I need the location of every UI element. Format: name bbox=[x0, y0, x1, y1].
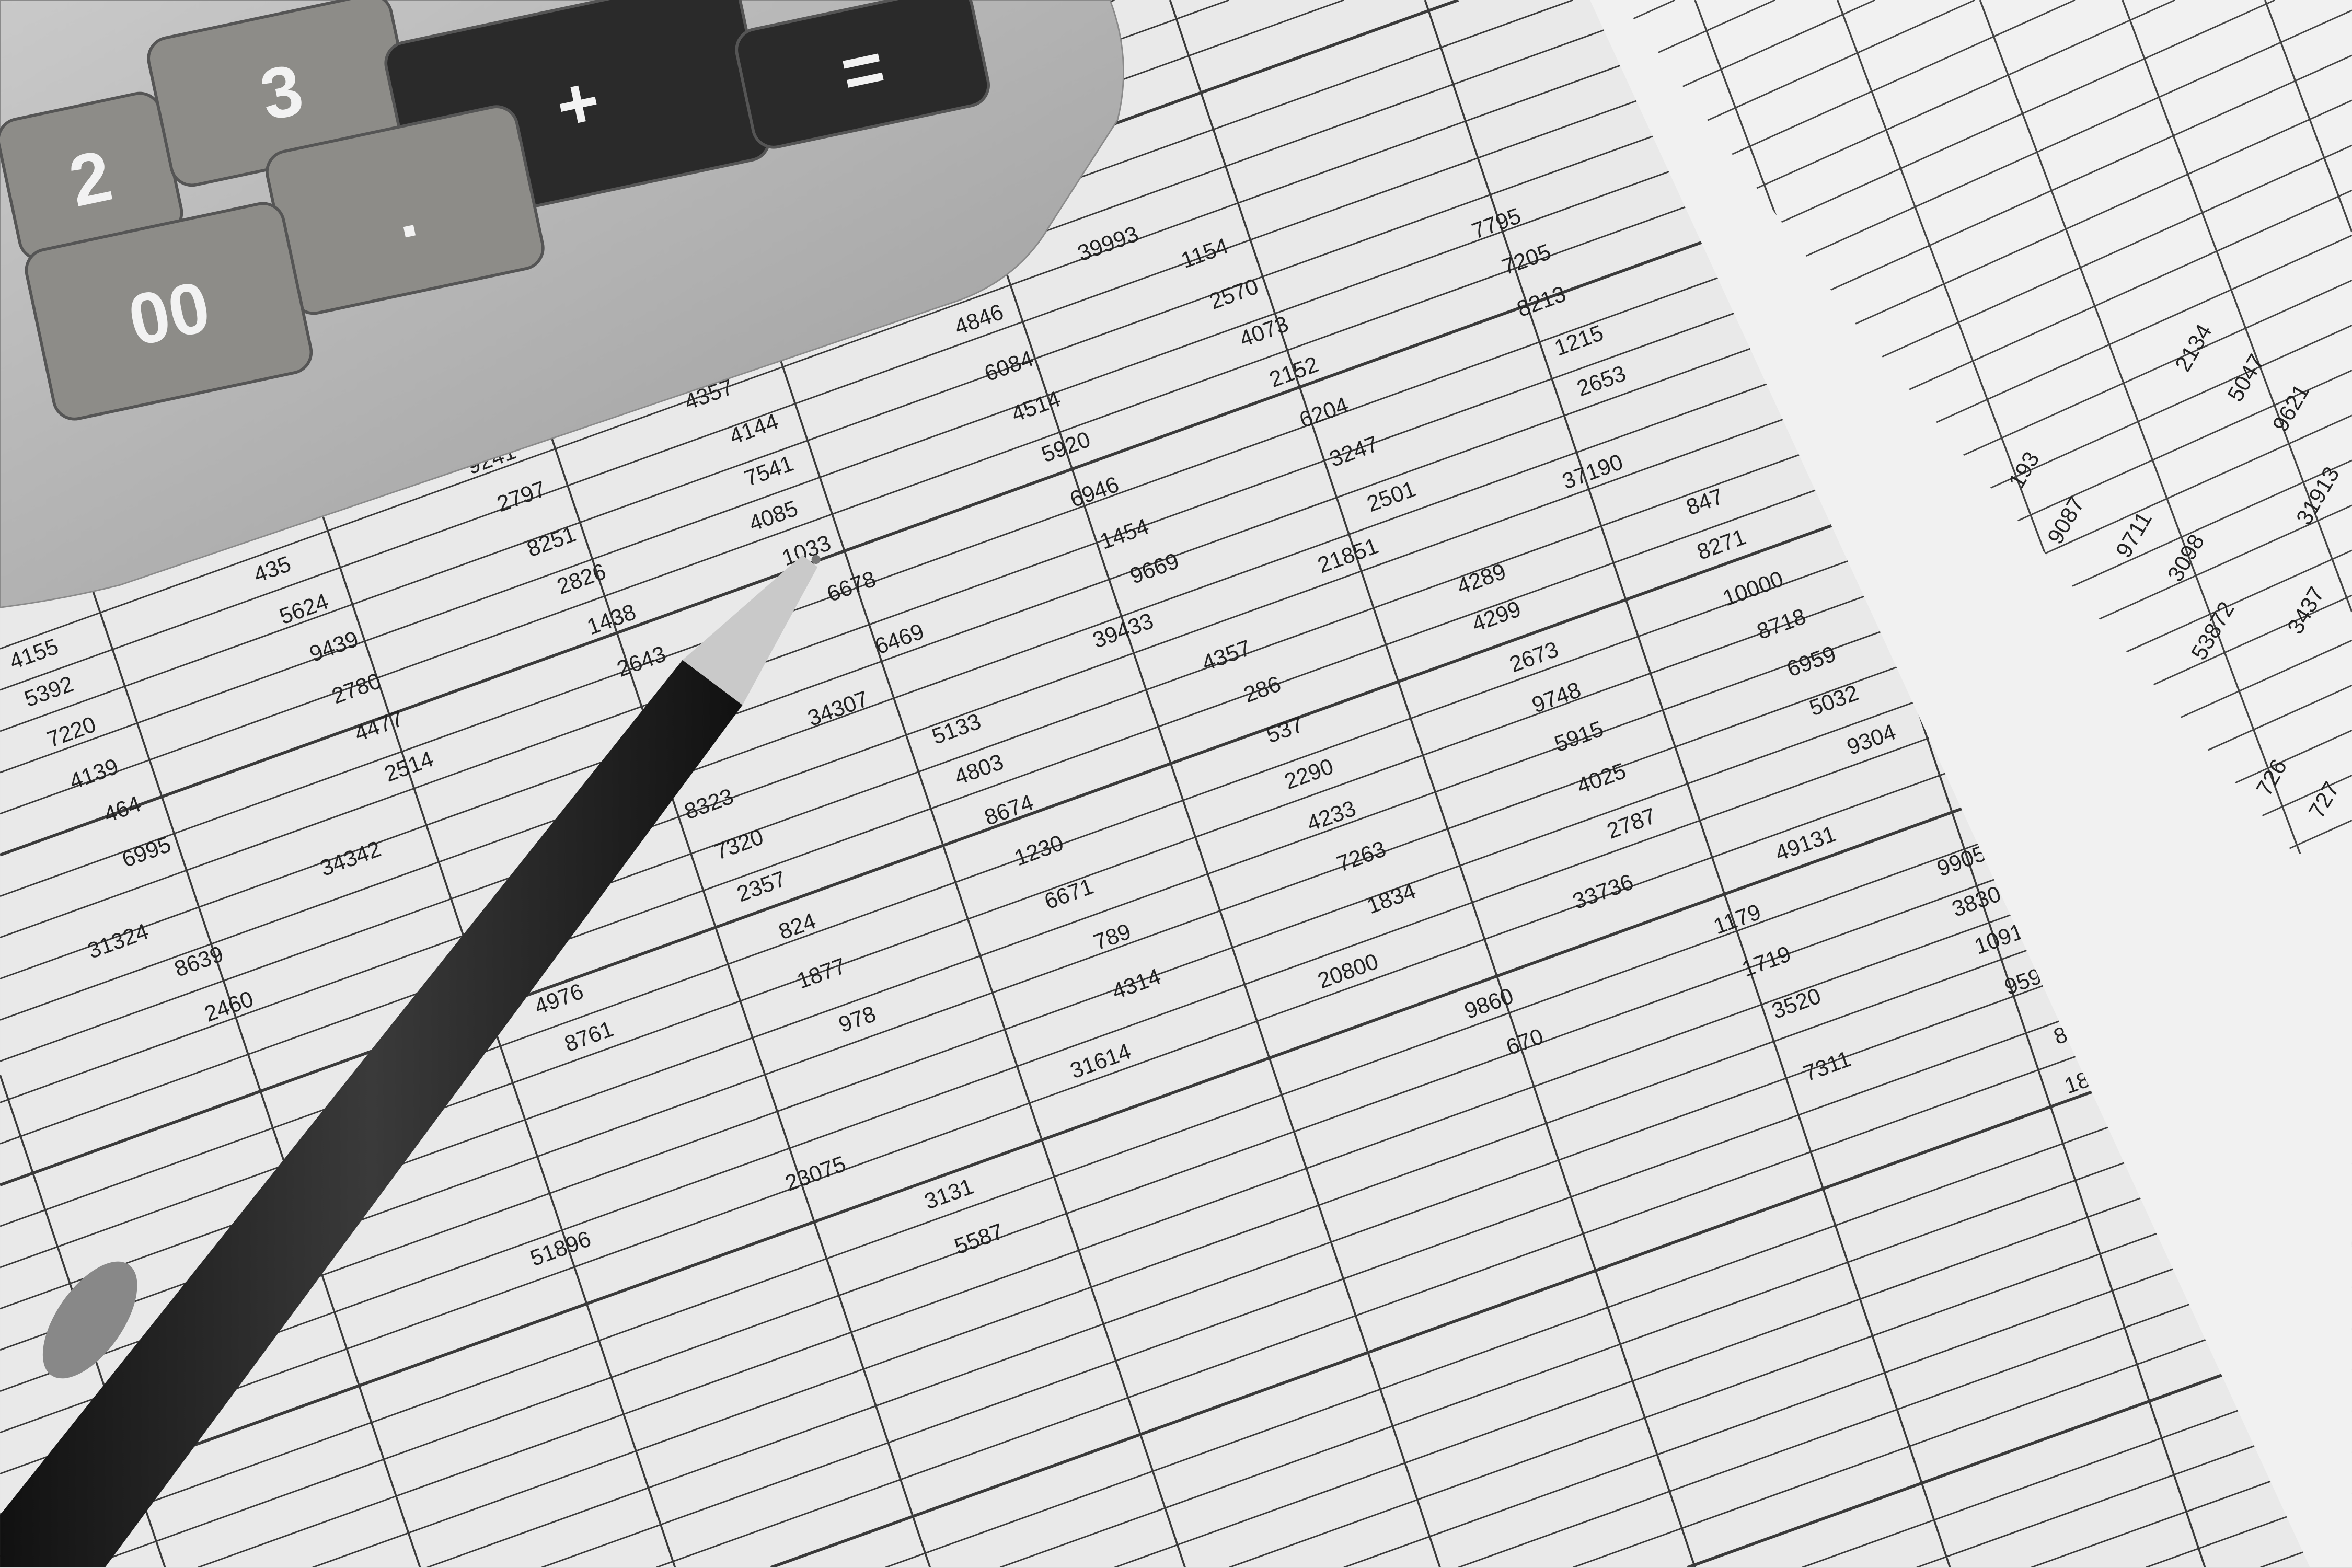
pen-body bbox=[0, 660, 743, 1567]
grid-line bbox=[656, 956, 2352, 1567]
grid-line bbox=[0, 0, 1917, 691]
pen-tip-cone bbox=[682, 555, 818, 705]
grid-line bbox=[83, 750, 2352, 1567]
calculator-key-1[interactable]: 2 bbox=[0, 89, 186, 263]
grid-line bbox=[541, 915, 2352, 1567]
calculator: 23 + =.00 bbox=[0, 0, 1124, 608]
grid-line bbox=[1424, 0, 1951, 1567]
grid-line bbox=[1620, 684, 2352, 855]
grid-line bbox=[1979, 0, 2352, 855]
grid-line bbox=[2264, 0, 2352, 233]
grid-line bbox=[0, 709, 2352, 1557]
pen-ballpoint bbox=[811, 555, 821, 564]
calculator-key-6[interactable]: 00 bbox=[22, 200, 315, 423]
grid-line bbox=[426, 873, 2352, 1567]
key-cap bbox=[25, 202, 313, 421]
grid-line bbox=[1620, 0, 1775, 91]
grid-line bbox=[770, 997, 2352, 1567]
second-sheet bbox=[1590, 0, 2352, 1567]
pen-ring bbox=[42, 1261, 137, 1379]
grid-line bbox=[2122, 0, 2352, 613]
grid-line bbox=[312, 832, 2352, 1567]
grid-line bbox=[198, 791, 2352, 1567]
grid-line bbox=[0, 666, 2352, 1517]
pen bbox=[0, 555, 821, 1567]
calculator-key-4[interactable]: = bbox=[733, 0, 993, 151]
grid-line bbox=[885, 1039, 2352, 1567]
key-cap bbox=[735, 0, 990, 149]
key-label: 00 bbox=[122, 266, 217, 361]
grid-line bbox=[0, 0, 1803, 650]
grid-line bbox=[1169, 0, 1696, 1567]
